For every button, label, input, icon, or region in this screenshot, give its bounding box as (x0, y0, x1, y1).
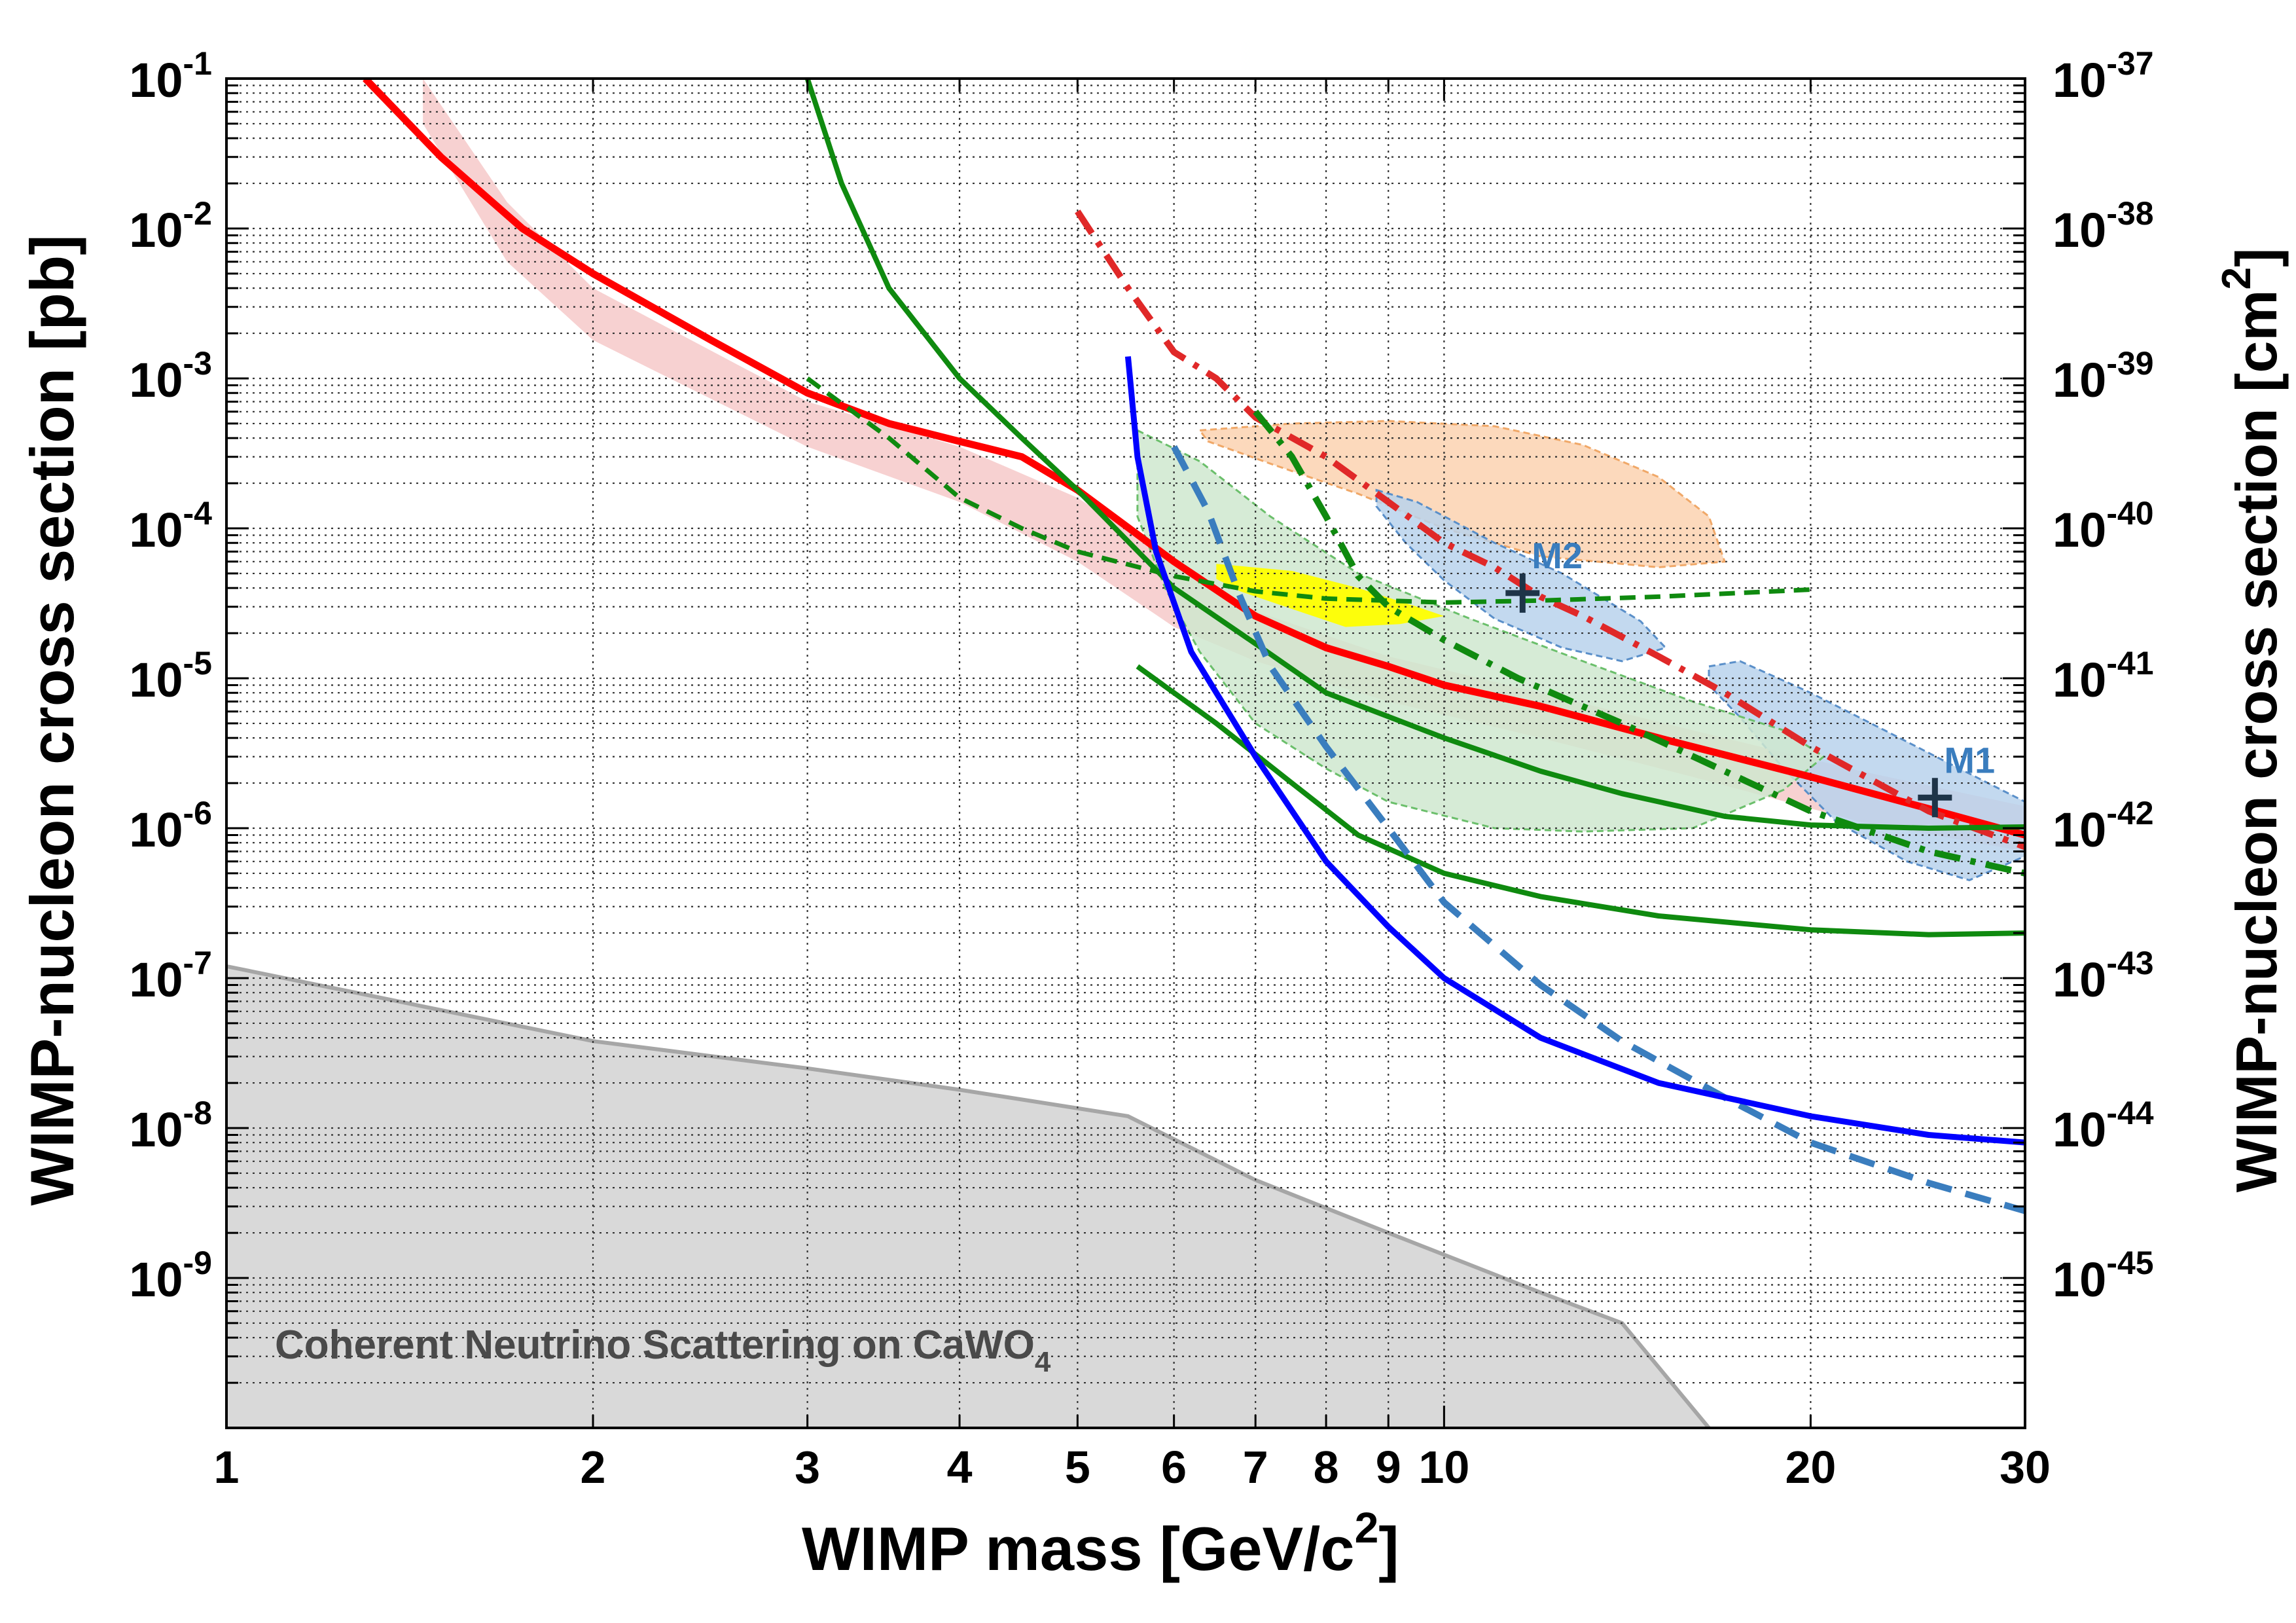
x-tick-label: 7 (1243, 1442, 1268, 1493)
y-tick-label-left: 10-5 (129, 645, 212, 707)
curve-green-dashed (806, 376, 1811, 605)
y-tick-label-right: 10-41 (2053, 645, 2154, 707)
x-tick-label: 5 (1065, 1442, 1090, 1493)
y-tick-label-right: 10-43 (2053, 945, 2154, 1007)
x-tick-label: 20 (1785, 1442, 1836, 1493)
benchmark-label: M1 (1944, 739, 1995, 780)
x-tick-label: 10 (1418, 1442, 1469, 1493)
ticks-layer: 1 2 3 4 5 6 7 8 9 10 20 30 10-1 10-2 10-3 10-4 10-5 10-6 1… (129, 45, 2154, 1493)
neutrino-floor-edge (226, 964, 1711, 1428)
y-tick-label-right: 10-45 (2053, 1245, 2154, 1307)
x-axis-title: WIMP mass [GeV/c2] (802, 1503, 1399, 1583)
y-tick-label-left: 10-1 (129, 45, 212, 107)
x-tick-label: 8 (1314, 1442, 1339, 1493)
curve-red-solid (363, 79, 2025, 839)
regions-layer (226, 79, 2025, 1428)
y-tick-label-left: 10-9 (129, 1245, 212, 1307)
y-tick-label-left: 10-7 (129, 945, 212, 1007)
y-tick-label-left: 10-8 (129, 1095, 212, 1157)
curve-blue-dashed (1171, 445, 2025, 1214)
y-tick-label-left: 10-3 (129, 345, 212, 407)
benchmark-layer: M1 M2 (1505, 535, 1995, 818)
y-tick-label-right: 10-37 (2053, 45, 2154, 107)
x-tick-label: 4 (947, 1442, 973, 1493)
y-axis-title-left: WIMP-nucleon cross section [pb] (18, 234, 86, 1205)
y-tick-label-right: 10-38 (2053, 195, 2154, 257)
y-tick-label-left: 10-4 (129, 495, 212, 557)
curve-green-solid-1 (804, 79, 2025, 831)
y-tick-label-right: 10-40 (2053, 495, 2154, 557)
benchmark-m1: M1 (1918, 739, 1995, 818)
plot-frame (225, 77, 2026, 1429)
y-tick-label-right: 10-39 (2053, 345, 2154, 407)
curves-layer (363, 79, 2025, 1214)
benchmark-m2: M2 (1505, 535, 1583, 613)
yellow-region (1216, 564, 1444, 627)
neutrino-floor-label: Coherent Neutrino Scattering on CaWO4 (275, 1322, 1051, 1378)
benchmark-label: M2 (1532, 535, 1583, 576)
neutrino-floor-region (226, 966, 1709, 1428)
curve-red-dashdot (1075, 210, 2025, 850)
x-tick-label: 3 (795, 1442, 820, 1493)
x-tick-label: 30 (2000, 1442, 2051, 1493)
x-tick-label: 2 (581, 1442, 606, 1493)
curve-blue-solid (1124, 356, 2025, 1146)
green-region (1136, 428, 1825, 833)
y-tick-label-left: 10-2 (129, 195, 212, 257)
y-tick-label-right: 10-42 (2053, 795, 2154, 857)
y-tick-label-left: 10-6 (129, 795, 212, 857)
x-tick-label: 1 (214, 1442, 240, 1493)
x-tick-label: 6 (1161, 1442, 1187, 1493)
x-tick-label: 9 (1376, 1442, 1401, 1493)
y-axis-title-right: WIMP-nucleon cross section [cm2] (2214, 248, 2289, 1193)
y-tick-label-right: 10-44 (2053, 1095, 2154, 1157)
curve-green-dashdot (1253, 409, 2025, 877)
